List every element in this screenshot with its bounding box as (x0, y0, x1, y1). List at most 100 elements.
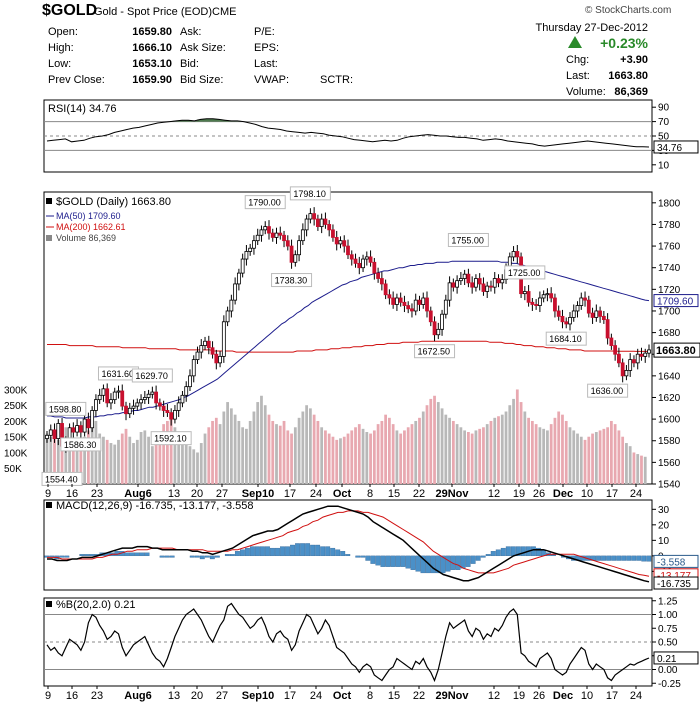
candle-body (240, 258, 245, 274)
x-axis-label: 12 (488, 690, 500, 702)
candle-body (353, 258, 358, 264)
macd-histogram-bar (495, 549, 501, 557)
x-axis-label: 24 (310, 488, 322, 500)
ma50-last-label-box (653, 294, 699, 308)
volume-bar (384, 414, 388, 484)
candle-body (357, 262, 362, 269)
volume-bar (53, 430, 56, 484)
volume-bar (508, 405, 512, 484)
macd-signal-last-label: -13.177 (657, 571, 691, 582)
volume-axis-label: 50K (4, 464, 22, 475)
candle-body (526, 291, 531, 303)
candle-body (176, 402, 181, 411)
candle-body (203, 340, 207, 346)
volume-axis-label: 200K (4, 417, 28, 428)
macd-histogram-bar (515, 546, 521, 557)
candle-body (78, 425, 83, 433)
macd-histogram-bar (395, 555, 401, 567)
price-annotation-box (414, 344, 456, 359)
volume-bar (418, 417, 421, 484)
candle-body (447, 282, 452, 301)
rsi-last-label-box (653, 140, 699, 154)
candle-body (586, 299, 591, 314)
macd-histogram-bar (59, 555, 65, 558)
price-annotation: 1554.40 (45, 474, 78, 484)
volume-bar (421, 411, 425, 484)
macd-histogram-bar (139, 552, 145, 557)
macd-histogram-bar (214, 555, 220, 558)
candle-body (470, 282, 475, 288)
volume-bar (361, 428, 365, 484)
candle-body (71, 427, 76, 433)
x-axis-label: Sep10 (242, 488, 274, 500)
macd-histogram-bar (79, 554, 85, 557)
volume-bar (290, 433, 293, 484)
candle-body (372, 261, 377, 274)
macd-histogram-bar (209, 555, 215, 560)
volume-bar (399, 433, 403, 484)
macd-panel (43, 499, 653, 591)
volume-bar (497, 416, 500, 484)
volume-bar (621, 436, 625, 484)
volume-bar (376, 424, 380, 484)
candle-body (48, 429, 53, 436)
volume-bar (395, 430, 399, 484)
x-axis-label: 29Nov (435, 690, 469, 702)
candle-body (214, 353, 219, 364)
macd-last-label: -16.735 (657, 579, 691, 590)
macd-histogram-bar (169, 555, 175, 558)
candle-body (443, 299, 448, 315)
percent-b-last-label-box (653, 651, 699, 665)
candle-body (568, 317, 572, 325)
macd-histogram-bar (400, 555, 406, 567)
macd-histogram-bar (239, 549, 245, 557)
volume-bar (643, 456, 647, 484)
macd-histogram-bar (621, 555, 627, 561)
macd-axis-tick-label: 20 (658, 520, 670, 531)
macd-histogram-bar (189, 555, 195, 558)
macd-histogram-bar (520, 546, 526, 557)
macd-histogram-bar (260, 546, 265, 557)
macd-histogram-bar (465, 555, 471, 567)
volume-bar (459, 427, 463, 484)
macd-histogram-bar (505, 546, 511, 557)
volume-bar (436, 402, 440, 484)
candle-body (451, 282, 456, 288)
quote-row: Open: 1659.80 Ask: P/E: (46, 24, 355, 40)
volume-bar (470, 433, 474, 484)
volume-bar (94, 420, 98, 484)
volume-bar (504, 411, 508, 484)
macd-histogram-bar (199, 555, 205, 560)
macd-histogram-bar (530, 546, 536, 557)
quote-label3: P/E: (254, 26, 275, 38)
volume-bar (143, 430, 147, 484)
candle-body (428, 310, 433, 323)
x-axis-label: 10 (581, 690, 593, 702)
quote-date: Thursday 27-Dec-2012 (535, 22, 648, 34)
volume-bar (448, 417, 451, 484)
candle-body (135, 402, 140, 407)
macd-legend: MACD(12,26,9) -16.735, -13.177, -3.558 (56, 500, 254, 512)
x-axis-label: Aug6 (124, 488, 152, 500)
volume-bar (357, 424, 361, 484)
volume-bar (576, 433, 579, 484)
candle-body (455, 280, 460, 288)
candle-body (285, 240, 290, 247)
macd-histogram-bar (194, 555, 200, 558)
volume-bar (135, 439, 139, 484)
price-annotation: 1586.30 (64, 440, 97, 450)
volume-bar (519, 402, 523, 484)
instrument-name: Gold - Spot Price (EOD) (94, 6, 212, 18)
x-axis-label: 13 (168, 690, 180, 702)
price-annotation-box (41, 471, 83, 486)
candle-body (323, 218, 328, 225)
price-axis-tick-label: 1680 (658, 328, 681, 339)
candle-body (553, 297, 557, 312)
volume-bar (534, 424, 538, 484)
x-axis-label: 23 (91, 690, 103, 702)
x-axis-label: Dec (553, 690, 573, 702)
candle-body (195, 351, 200, 361)
x-axis-label: 17 (284, 488, 296, 500)
